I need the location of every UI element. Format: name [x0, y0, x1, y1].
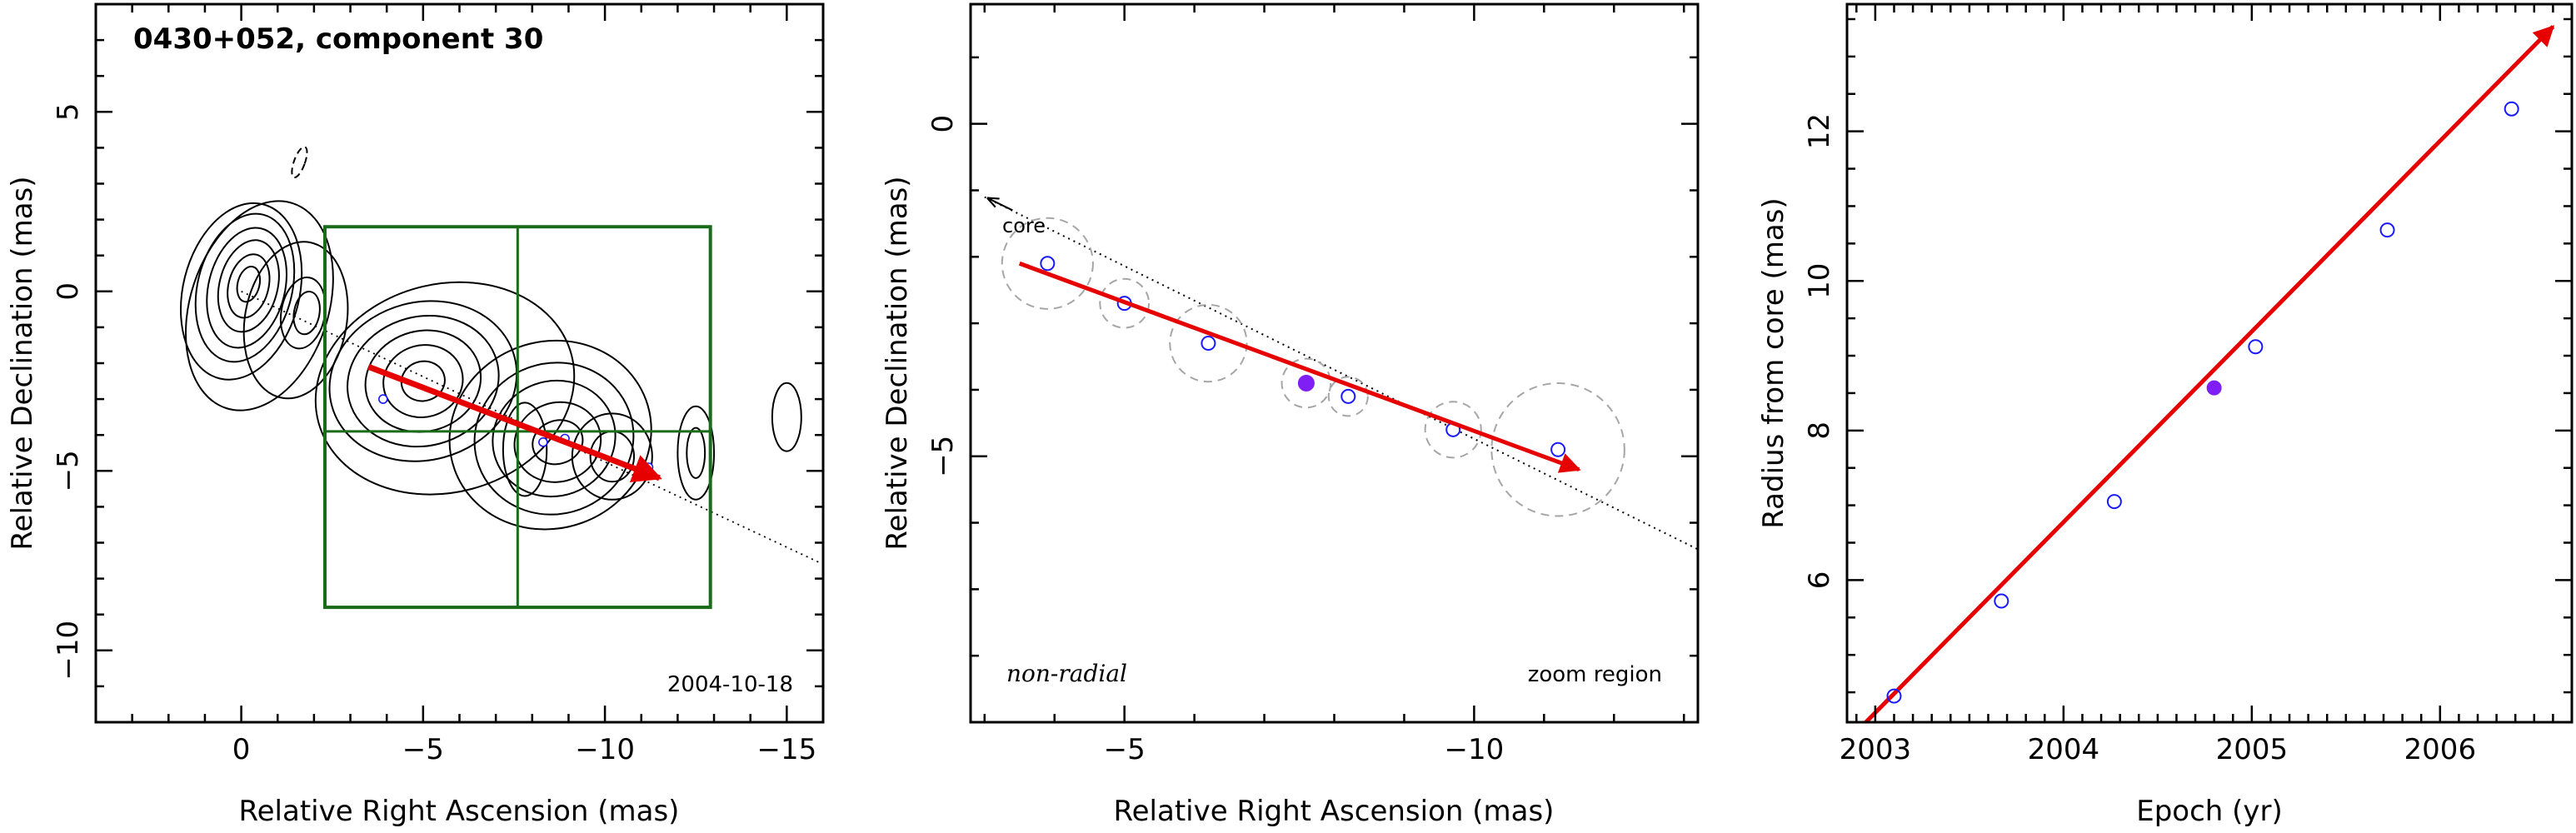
epoch-y-tick-label: 8 — [1803, 421, 1836, 440]
contour-line — [227, 253, 271, 319]
zoom-x-tick-label: −5 — [1104, 733, 1146, 766]
contour-line — [292, 291, 321, 336]
radius-point — [2504, 101, 2519, 117]
epoch-x-tick-label: 2004 — [2028, 733, 2100, 766]
radius-point — [2379, 222, 2395, 238]
position-error-circle — [1099, 277, 1151, 329]
contour-line — [217, 239, 280, 333]
radius-point — [1886, 688, 1902, 704]
zoom-y-tick-label: −5 — [926, 436, 960, 477]
contour-line — [502, 402, 548, 497]
radius-fit-line — [1864, 25, 2555, 722]
map-title: 0430+052, component 30 — [133, 22, 543, 56]
component-position-point — [1340, 388, 1356, 404]
zoom-y-axis-label: Relative Declination (mas) — [881, 176, 914, 550]
map-y-tick-label: 5 — [52, 102, 85, 121]
panel-zoom-region: −5 −10 0 −5 non-radial zoom region core Rel… — [881, 2, 1700, 828]
non-radial-label: non-radial — [1006, 660, 1127, 687]
component-position-point — [1040, 256, 1056, 272]
panel-2-frame — [969, 2, 1700, 724]
zoom-x-axis-label: Relative Right Ascension (mas) — [1114, 795, 1555, 828]
contour-line — [771, 382, 802, 452]
panel-1-frame — [94, 2, 825, 724]
zoom-plot-area — [984, 196, 1698, 551]
contour-line — [676, 405, 716, 501]
map-plot-area — [179, 146, 823, 610]
contour-line — [686, 426, 706, 479]
map-y-tick-label: −5 — [52, 450, 85, 491]
map-x-tick-label: 0 — [232, 733, 251, 766]
zoom-x-tick-label: −10 — [1445, 733, 1505, 766]
core-direction-line — [984, 196, 1698, 551]
map-x-tick-label: −10 — [575, 733, 635, 766]
map-date-label: 2004-10-18 — [667, 672, 793, 697]
core-arrow — [988, 198, 1013, 212]
radius-point — [2106, 494, 2122, 510]
position-error-circle — [1424, 401, 1482, 459]
zoom-region-label: zoom region — [1528, 662, 1662, 687]
contour-line — [194, 212, 296, 363]
contour-line — [532, 419, 584, 466]
panel-3-frame — [1845, 2, 2574, 724]
core-label: core — [1002, 214, 1046, 237]
radius-point — [1994, 593, 2009, 609]
epoch-y-tick-label: 12 — [1803, 113, 1836, 149]
epoch-y-tick-label: 6 — [1803, 571, 1836, 590]
contour-line — [492, 379, 617, 498]
epoch-x-tick-label: 2006 — [2404, 733, 2477, 766]
map-y-tick-label: 0 — [52, 282, 85, 301]
current-epoch-point — [2206, 380, 2222, 396]
epoch-plot-area — [1864, 25, 2555, 722]
velocity-vector — [1018, 261, 1581, 473]
contour-line — [473, 362, 635, 516]
panel-radius-vs-epoch: 2003 2004 2005 2006 6 8 10 12 Epoch (yr) Radius… — [1757, 2, 2574, 828]
component-position-point — [538, 437, 548, 447]
map-y-tick-label: −10 — [52, 621, 85, 681]
contour-line — [206, 227, 288, 349]
contour-line — [185, 200, 334, 412]
position-error-circle — [1001, 217, 1094, 310]
contour-line — [364, 329, 482, 433]
contour-line — [400, 360, 446, 402]
zoom-y-tick-label: 0 — [926, 115, 960, 133]
map-x-tick-label: −15 — [756, 733, 816, 766]
contour-line — [236, 266, 262, 303]
map-x-tick-label: −5 — [402, 733, 444, 766]
epoch-y-axis-label: Radius from core (mas) — [1757, 197, 1790, 528]
position-error-circle — [1490, 382, 1625, 517]
contour-line — [347, 314, 500, 448]
epoch-x-tick-label: 2005 — [2216, 733, 2289, 766]
position-error-circle — [1169, 303, 1248, 383]
contour-line — [314, 281, 576, 496]
component-position-point — [378, 394, 388, 404]
contour-line — [291, 146, 308, 179]
radius-point — [2248, 339, 2264, 355]
contour-line — [328, 300, 518, 462]
map-x-axis-label: Relative Right Ascension (mas) — [239, 795, 680, 828]
position-error-circle — [1327, 376, 1369, 417]
map-y-axis-label: Relative Declination (mas) — [6, 176, 39, 550]
contour-line — [382, 344, 464, 418]
component-position-point — [1201, 336, 1216, 352]
epoch-x-axis-label: Epoch (yr) — [2136, 795, 2283, 828]
epoch-y-tick-label: 10 — [1803, 263, 1836, 299]
component-position-point — [1550, 441, 1566, 457]
velocity-vector — [367, 364, 662, 483]
epoch-x-tick-label: 2003 — [1840, 733, 1912, 766]
current-epoch-point — [1297, 374, 1315, 392]
position-error-circle — [1281, 357, 1332, 409]
